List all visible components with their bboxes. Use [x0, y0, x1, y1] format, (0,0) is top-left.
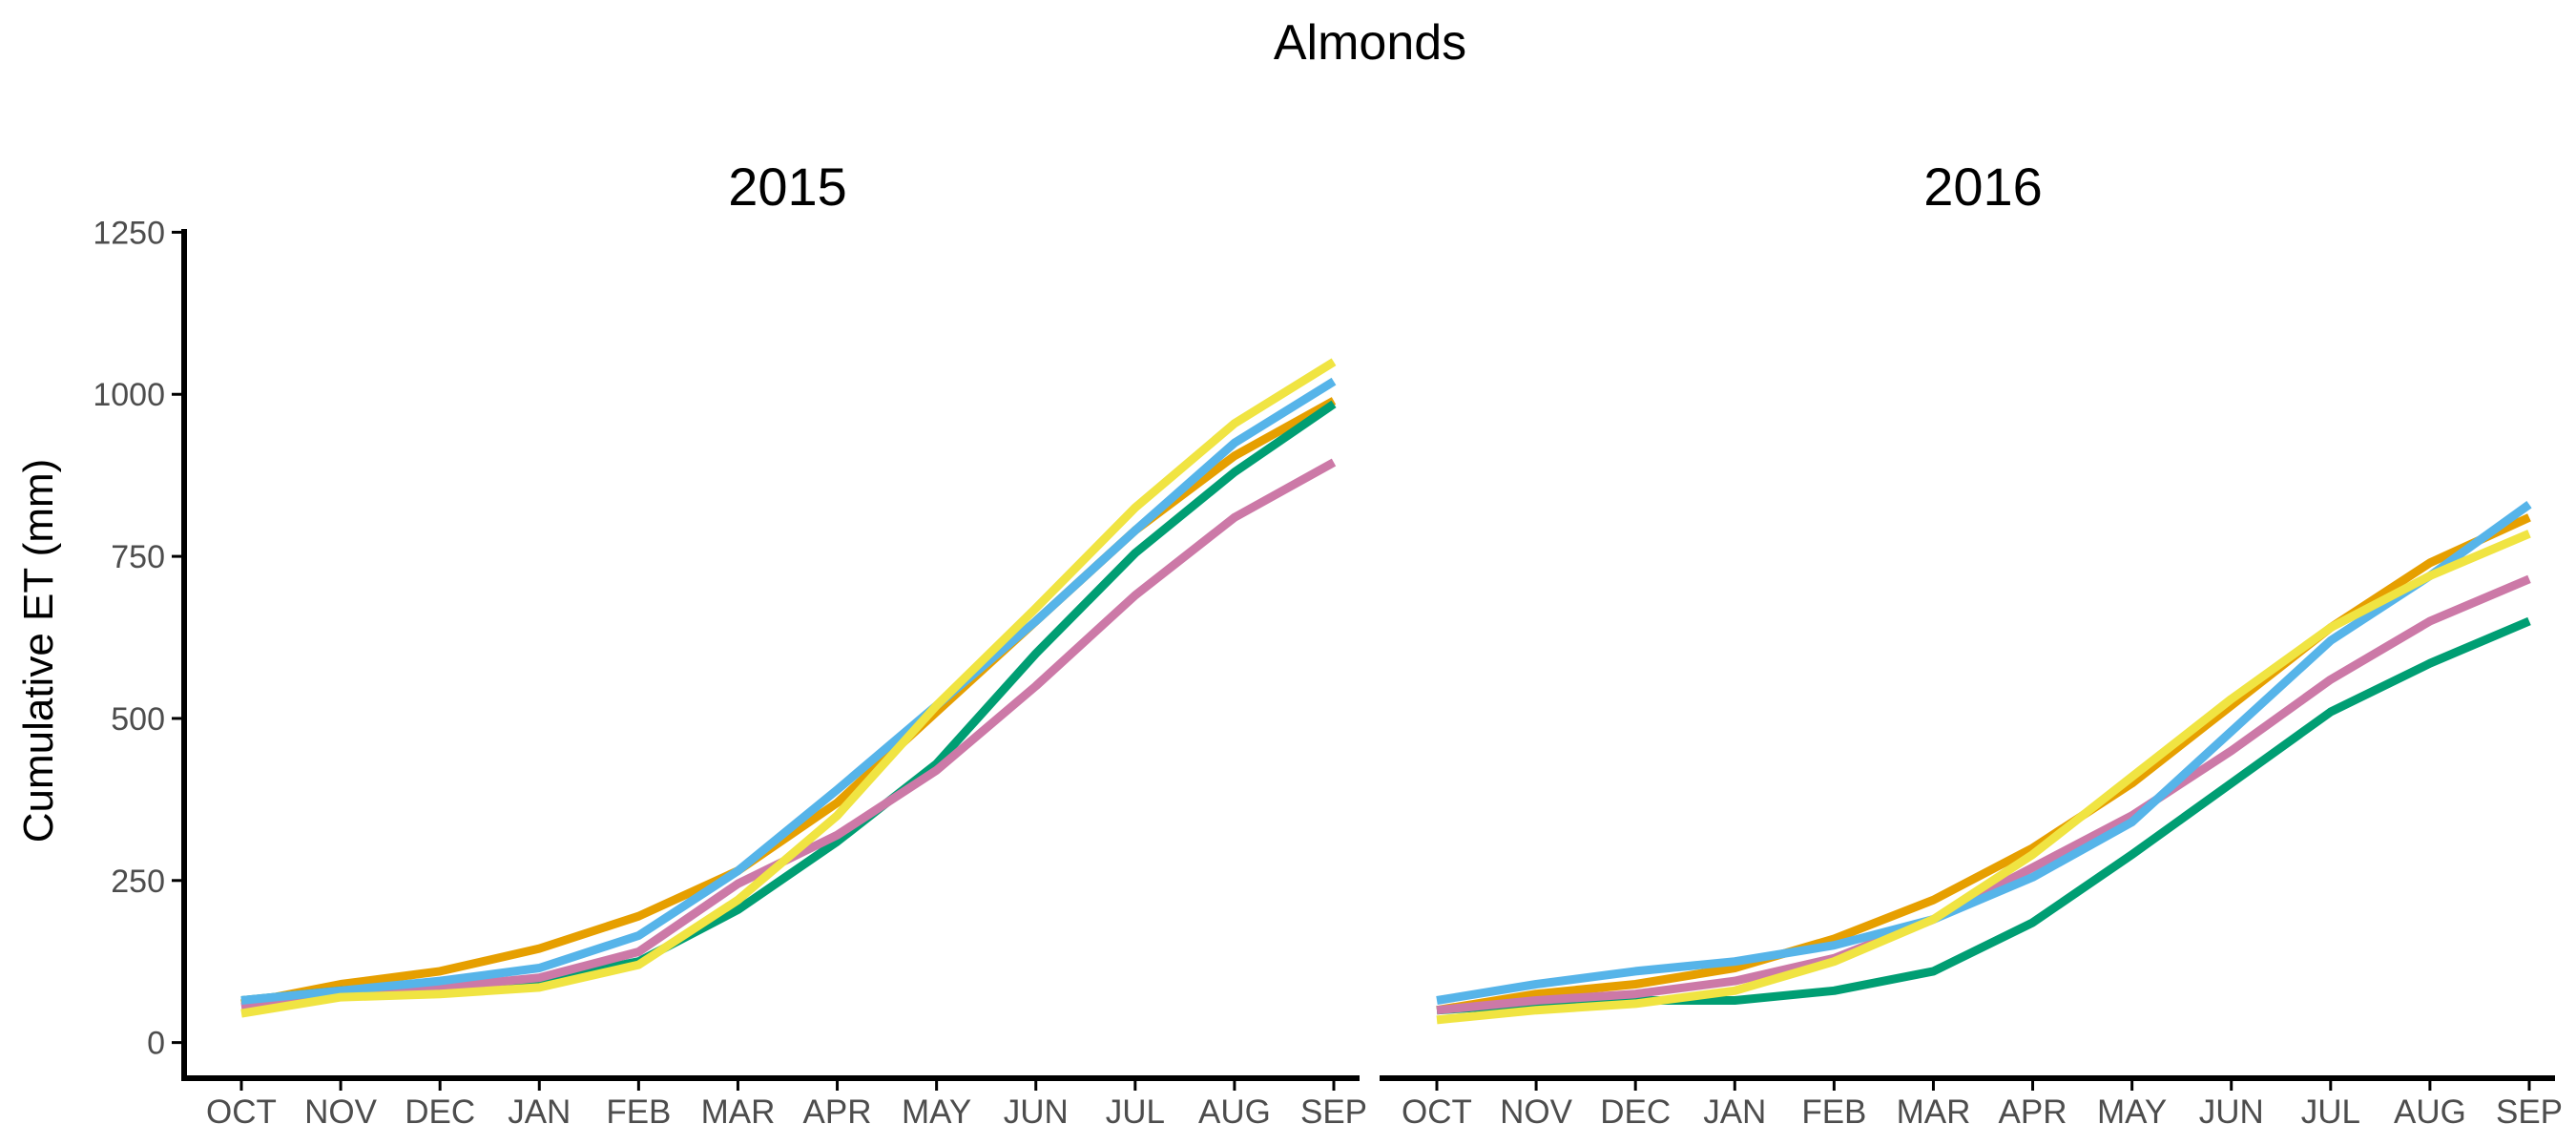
x-tick-label: DEC [1600, 1093, 1671, 1131]
x-tick-label: APR [1999, 1093, 2067, 1131]
x-tick-label: SEP [1300, 1093, 1367, 1131]
y-tick-label: 250 [111, 864, 165, 900]
x-tick-label: NOV [304, 1093, 378, 1131]
panel-2016: 2016 OCT NOV DEC JAN FEB MAR APR MAY JUN JUL AUG SEP [1380, 156, 2563, 1131]
y-tick-label: 1000 [93, 377, 165, 413]
y-axis-label: Cumulative ET (mm) [15, 459, 62, 843]
x-tick-label: OCT [1402, 1093, 1472, 1131]
series-line-4 [1436, 501, 2532, 1005]
x-tick-label: APR [803, 1093, 872, 1131]
series-line-5 [1436, 530, 2531, 1025]
panel-2015: 2015 OCT NOV DEC JAN FEB MAR APR MAY JUN JUL AUG SEP… [93, 156, 1367, 1131]
x-tick-label: JUN [2199, 1093, 2264, 1131]
x-tick-label: JUL [2301, 1093, 2360, 1131]
x-tick-label: DEC [405, 1093, 475, 1131]
series-line-5 [240, 358, 1337, 1018]
series-line-2 [1436, 616, 2531, 1015]
x-tick-label: FEB [1801, 1093, 1866, 1131]
x-tick-label: JUL [1106, 1093, 1165, 1131]
x-tick-label: FEB [606, 1093, 671, 1131]
y-tick-label: 1250 [93, 215, 165, 251]
x-tick-label: JAN [508, 1093, 571, 1131]
chart-title: Almonds [1274, 15, 1466, 71]
series-line-2 [240, 400, 1337, 1005]
facet-label: 2016 [1923, 156, 2043, 217]
x-tick-label: OCT [206, 1093, 277, 1131]
x-tick-label: AUG [2394, 1093, 2466, 1131]
x-tick-label: MAY [2097, 1093, 2167, 1131]
y-tick-label: 0 [147, 1026, 165, 1062]
y-tick-label: 750 [111, 539, 165, 575]
x-tick-label: JUN [1004, 1093, 1069, 1131]
series-line-3 [240, 458, 1337, 1011]
series-line-3 [1436, 574, 2531, 1015]
y-tick-label: 500 [111, 701, 165, 738]
facet-label: 2015 [728, 156, 847, 217]
x-tick-label: AUG [1198, 1093, 1271, 1131]
series-line-1 [240, 397, 1337, 1009]
chart-panels: 2015 OCT NOV DEC JAN FEB MAR APR MAY JUN JUL AUG SEP… [93, 156, 2563, 1131]
x-tick-label: MAR [1897, 1093, 1971, 1131]
series-line-1 [1436, 513, 2531, 1015]
series-line-4 [240, 377, 1337, 1005]
x-tick-label: JAN [1703, 1093, 1766, 1131]
x-tick-label: SEP [2496, 1093, 2563, 1131]
x-tick-label: NOV [1500, 1093, 1573, 1131]
x-tick-label: MAY [902, 1093, 971, 1131]
x-tick-label: MAR [701, 1093, 776, 1131]
